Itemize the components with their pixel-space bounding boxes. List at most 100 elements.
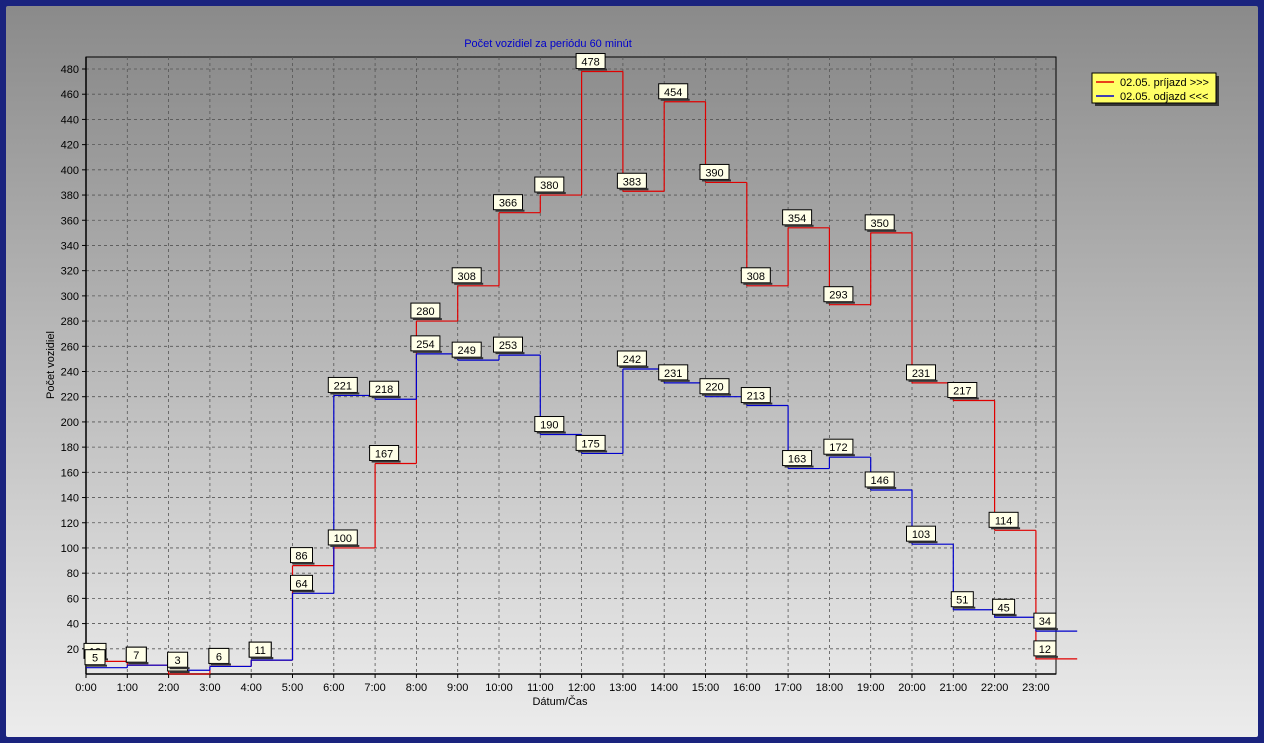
x-axis-title: Dátum/Čas	[532, 695, 588, 708]
data-label-shadow	[825, 301, 855, 304]
y-tick-label: 440	[61, 114, 79, 126]
x-tick-label: 20:00	[898, 682, 926, 694]
data-label-shadow	[1035, 628, 1058, 631]
data-label-shadow	[784, 224, 814, 227]
data-label-shadow	[660, 98, 690, 101]
x-tick-label: 9:00	[447, 682, 468, 694]
data-label-shadow	[1035, 655, 1058, 658]
legend-box	[1091, 72, 1217, 104]
x-tick-label: 13:00	[609, 682, 637, 694]
x-tick-label: 17:00	[774, 682, 802, 694]
data-label: 6	[216, 651, 222, 663]
x-tick-label: 0:00	[75, 682, 96, 694]
data-label: 64	[295, 578, 307, 590]
data-label-shadow	[412, 318, 442, 321]
data-label: 217	[953, 385, 971, 397]
data-label-shadow	[702, 393, 731, 396]
legend-entry: 02.05. príjazd >>>	[1120, 77, 1209, 89]
data-label-shadow	[292, 590, 315, 593]
data-label: 45	[997, 602, 1009, 614]
data-label: 34	[1039, 616, 1051, 628]
data-label: 146	[871, 475, 889, 487]
y-tick-label: 140	[61, 493, 79, 505]
x-tick-label: 2:00	[158, 682, 179, 694]
data-label-shadow	[371, 396, 401, 399]
data-label: 51	[956, 595, 968, 607]
data-label-shadow	[908, 379, 938, 382]
y-tick-label: 20	[67, 644, 79, 656]
data-label: 3	[175, 655, 181, 667]
y-tick-label: 360	[61, 215, 79, 227]
data-label: 390	[705, 167, 723, 179]
y-tick-label: 480	[61, 64, 79, 76]
series-0	[86, 70, 1078, 675]
x-tick-label: 6:00	[323, 682, 344, 694]
data-label-shadow	[619, 365, 649, 368]
data-label-shadow	[330, 544, 360, 547]
data-label-shadow	[536, 192, 566, 195]
x-tick-label: 14:00	[650, 682, 678, 694]
data-label-shadow	[495, 352, 525, 355]
x-tick-label: 8:00	[406, 682, 427, 694]
chart-title: Počet vozidiel za periódu 60 minút	[464, 38, 632, 50]
data-label: 167	[375, 449, 393, 461]
data-label-shadow	[330, 392, 360, 395]
y-tick-label: 40	[67, 619, 79, 631]
data-label: 163	[788, 454, 806, 466]
x-tick-label: 4:00	[240, 682, 261, 694]
y-tick-label: 160	[61, 467, 79, 479]
x-tick-label: 22:00	[981, 682, 1009, 694]
data-label: 12	[1039, 644, 1051, 656]
x-tick-label: 5:00	[282, 682, 303, 694]
x-tick-label: 21:00	[940, 682, 968, 694]
y-tick-label: 180	[61, 442, 79, 454]
data-label-shadow	[128, 662, 149, 665]
data-label: 172	[829, 442, 847, 454]
data-label-shadow	[169, 667, 190, 670]
data-label: 293	[829, 290, 847, 302]
plot-area: 2040608010012014016018020022024026028030…	[61, 53, 1078, 694]
data-label: 218	[375, 384, 393, 396]
data-label-shadow	[991, 527, 1021, 530]
data-label-shadow	[867, 486, 897, 489]
y-tick-label: 300	[61, 291, 79, 303]
data-label-shadow	[702, 179, 731, 182]
x-tick-label: 16:00	[733, 682, 761, 694]
data-label: 175	[581, 438, 599, 450]
data-label: 253	[499, 340, 517, 352]
data-label: 242	[623, 354, 641, 366]
data-label-shadow	[578, 450, 608, 453]
x-tick-label: 3:00	[199, 682, 220, 694]
x-tick-label: 7:00	[364, 682, 385, 694]
data-label: 454	[664, 87, 682, 99]
data-label-shadow	[994, 614, 1017, 617]
y-tick-label: 240	[61, 367, 79, 379]
data-label: 114	[995, 515, 1013, 527]
data-label-shadow	[454, 357, 484, 360]
data-label: 249	[458, 345, 476, 357]
data-label-shadow	[949, 397, 979, 400]
data-label-shadow	[292, 562, 315, 565]
data-label: 380	[540, 180, 558, 192]
data-label: 478	[581, 57, 599, 69]
x-tick-label: 11:00	[527, 682, 554, 694]
data-label: 280	[416, 306, 434, 318]
legend-entry: 02.05. odjazd <<<	[1120, 91, 1208, 103]
data-label: 231	[664, 368, 682, 380]
y-axis-title: Počet vozidiel	[45, 331, 57, 399]
data-label-shadow	[660, 379, 690, 382]
y-tick-label: 460	[61, 89, 79, 101]
data-label: 220	[705, 382, 723, 394]
y-tick-label: 120	[61, 518, 79, 530]
data-label-shadow	[412, 350, 442, 353]
data-label: 383	[623, 176, 641, 188]
data-label: 308	[458, 271, 476, 283]
data-label: 190	[540, 420, 558, 432]
x-tick-label: 15:00	[692, 682, 720, 694]
data-labels-1: 5 7 3 6 11 64 221 218 254 249 253 190 175 242 231 220 21…	[84, 335, 1058, 670]
plot-background	[85, 56, 1057, 675]
data-label-shadow	[908, 541, 938, 544]
x-tick-label: 12:00	[568, 682, 596, 694]
y-tick-label: 340	[61, 240, 79, 252]
